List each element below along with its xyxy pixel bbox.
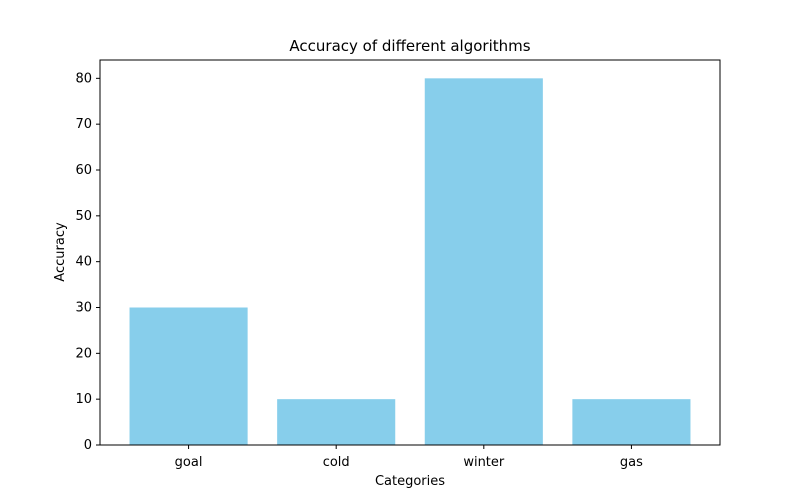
bar-cold [277, 399, 396, 445]
plot-frame [99, 59, 721, 446]
x-tick-label-winter: winter [463, 455, 505, 470]
bar-winter [424, 78, 543, 445]
x-tick-label-cold: cold [323, 455, 350, 470]
y-tick-label-20: 20 [75, 346, 92, 361]
x-tick-label-goal: goal [175, 455, 203, 470]
x-axis-label: Categories [375, 474, 445, 489]
y-tick-label-60: 60 [75, 163, 92, 178]
y-tick-label-40: 40 [75, 255, 92, 270]
y-tick-label-80: 80 [75, 71, 92, 86]
bar-gas [572, 399, 691, 445]
y-axis-label: Accuracy [53, 222, 68, 282]
y-tick-label-70: 70 [75, 117, 92, 132]
x-axis-ticks: goal cold winter gas [175, 445, 643, 470]
y-tick-label-0: 0 [84, 438, 92, 453]
chart-title: Accuracy of different algorithms [289, 37, 530, 55]
y-tick-label-50: 50 [75, 209, 92, 224]
bars-group [129, 78, 691, 445]
bar-goal [129, 307, 248, 445]
y-tick-label-10: 10 [75, 392, 92, 407]
y-tick-label-30: 30 [75, 301, 92, 316]
x-tick-label-gas: gas [620, 455, 643, 470]
y-axis-ticks: 0 10 20 30 40 50 60 70 80 [75, 71, 100, 453]
